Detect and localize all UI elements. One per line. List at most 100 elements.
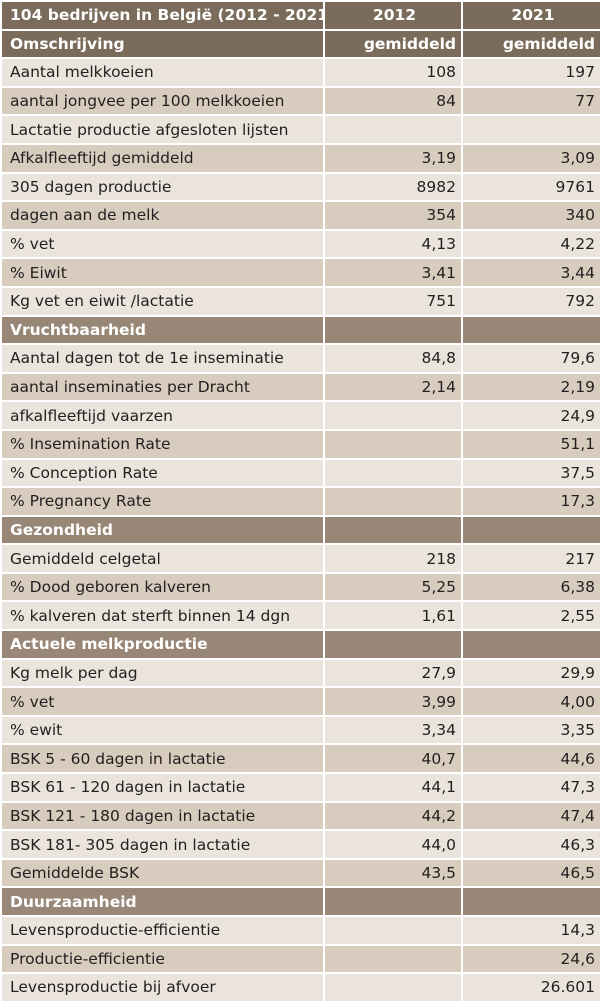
value-2012: 3,34 [323, 714, 463, 746]
year-2021-header: 2021 [461, 0, 600, 31]
description-column-header: Omschrijving [0, 28, 325, 60]
value-2012: 84,8 [323, 343, 463, 374]
value-2021: 24,9 [461, 400, 600, 431]
table-row: Kg melk per dag 27,9 29,9 [0, 657, 600, 689]
row-label: Lactatie productie afgesloten lijsten [0, 114, 325, 145]
row-label: Levensproductie bij afvoer [0, 972, 325, 1003]
row-label: 305 dagen productie [0, 171, 325, 203]
row-label: Afkalfleeftijd gemiddeld [0, 142, 325, 174]
value-2012: 751 [323, 285, 463, 317]
value-2021: 2,19 [461, 371, 600, 403]
row-label: % Conception Rate [0, 457, 325, 489]
value-2021: 46,5 [461, 857, 600, 889]
value-2012: 108 [323, 57, 463, 88]
table-row: Aantal dagen tot de 1e inseminatie 84,8 79… [0, 343, 600, 374]
table-row: % vet 4,13 4,22 [0, 228, 600, 260]
row-label: Kg vet en eiwit /lactatie [0, 285, 325, 317]
value-2021: 37,5 [461, 457, 600, 489]
value-2012: 8982 [323, 171, 463, 203]
table-row: Gemiddelde BSK 43,5 46,5 [0, 857, 600, 889]
table-row: dagen aan de melk 354 340 [0, 200, 600, 231]
value-2012: 27,9 [323, 657, 463, 689]
table-row: % Insemination Rate 51,1 [0, 428, 600, 460]
section-spacer-cell [461, 314, 600, 346]
value-2021: 3,09 [461, 142, 600, 174]
value-2021: 340 [461, 200, 600, 231]
section-spacer-cell [461, 629, 600, 660]
value-2021: 2,55 [461, 600, 600, 632]
section-spacer-cell [461, 886, 600, 917]
table-row: aantal jongvee per 100 melkkoeien 84 77 [0, 85, 600, 117]
value-2012 [323, 486, 463, 517]
row-label: % Eiwit [0, 257, 325, 288]
row-label: BSK 61 - 120 dagen in lactatie [0, 772, 325, 803]
table-row: Levensproductie-efficientie 14,3 [0, 915, 600, 946]
value-2012: 44,0 [323, 829, 463, 860]
value-2012: 44,2 [323, 800, 463, 832]
value-2012: 2,14 [323, 371, 463, 403]
table-row: % Conception Rate 37,5 [0, 457, 600, 489]
value-2021: 197 [461, 57, 600, 88]
section-spacer-cell [323, 514, 463, 546]
value-2012: 43,5 [323, 857, 463, 889]
table-row: BSK 121 - 180 dagen in lactatie 44,2 47,4 [0, 800, 600, 832]
table-row: % Dood geboren kalveren 5,25 6,38 [0, 571, 600, 603]
value-2012 [323, 114, 463, 145]
table-row: % kalveren dat sterft binnen 14 dgn 1,61 2… [0, 600, 600, 632]
table-row: aantal inseminaties per Dracht 2,14 2,19 [0, 371, 600, 403]
table-row: Afkalfleeftijd gemiddeld 3,19 3,09 [0, 142, 600, 174]
row-label: Gemiddelde BSK [0, 857, 325, 889]
value-2021: 6,38 [461, 571, 600, 603]
section-header-row: Actuele melkproductie [0, 629, 600, 660]
table-row: afkalfleeftijd vaarzen 24,9 [0, 400, 600, 431]
table-row: % ewit 3,34 3,35 [0, 714, 600, 746]
value-2021: 44,6 [461, 743, 600, 775]
value-2012: 3,41 [323, 257, 463, 288]
table-row: Gemiddeld celgetal 218 217 [0, 543, 600, 574]
table-row: BSK 5 - 60 dagen in lactatie 40,7 44,6 [0, 743, 600, 775]
value-2021: 3,35 [461, 714, 600, 746]
value-2021: 26.601 [461, 972, 600, 1003]
value-2012 [323, 400, 463, 431]
row-label: aantal jongvee per 100 melkkoeien [0, 85, 325, 117]
value-2021: 51,1 [461, 428, 600, 460]
table-row: Lactatie productie afgesloten lijsten [0, 114, 600, 145]
value-2012: 5,25 [323, 571, 463, 603]
value-2021: 46,3 [461, 829, 600, 860]
row-label: Levensproductie-efficientie [0, 915, 325, 946]
value-2021: 47,4 [461, 800, 600, 832]
section-title: Vruchtbaarheid [0, 314, 325, 346]
value-2012 [323, 972, 463, 1003]
value-2012: 3,19 [323, 142, 463, 174]
section-spacer-cell [323, 314, 463, 346]
row-label: dagen aan de melk [0, 200, 325, 231]
table-row: % vet 3,99 4,00 [0, 686, 600, 717]
row-label: Aantal dagen tot de 1e inseminatie [0, 343, 325, 374]
section-title: Gezondheid [0, 514, 325, 546]
value-2021: 3,44 [461, 257, 600, 288]
value-2021: 24,6 [461, 943, 600, 975]
table-row: Aantal melkkoeien 108 197 [0, 57, 600, 88]
value-2012: 218 [323, 543, 463, 574]
value-2021: 217 [461, 543, 600, 574]
value-2012 [323, 915, 463, 946]
column-header-row: Omschrijving gemiddeld gemiddeld [0, 28, 600, 60]
table-row: Levensproductie bij afvoer 26.601 [0, 972, 600, 1003]
value-2021: 77 [461, 85, 600, 117]
value-2012 [323, 943, 463, 975]
row-label: aantal inseminaties per Dracht [0, 371, 325, 403]
value-2012: 354 [323, 200, 463, 231]
row-label: BSK 181- 305 dagen in lactatie [0, 829, 325, 860]
row-label: Aantal melkkoeien [0, 57, 325, 88]
average-2021-header: gemiddeld [461, 28, 600, 60]
row-label: Gemiddeld celgetal [0, 543, 325, 574]
table-row: Productie-efficientie 24,6 [0, 943, 600, 975]
value-2012 [323, 457, 463, 489]
row-label: BSK 121 - 180 dagen in lactatie [0, 800, 325, 832]
table-row: % Pregnancy Rate 17,3 [0, 486, 600, 517]
row-label: % ewit [0, 714, 325, 746]
row-label: Kg melk per dag [0, 657, 325, 689]
row-label: % vet [0, 686, 325, 717]
